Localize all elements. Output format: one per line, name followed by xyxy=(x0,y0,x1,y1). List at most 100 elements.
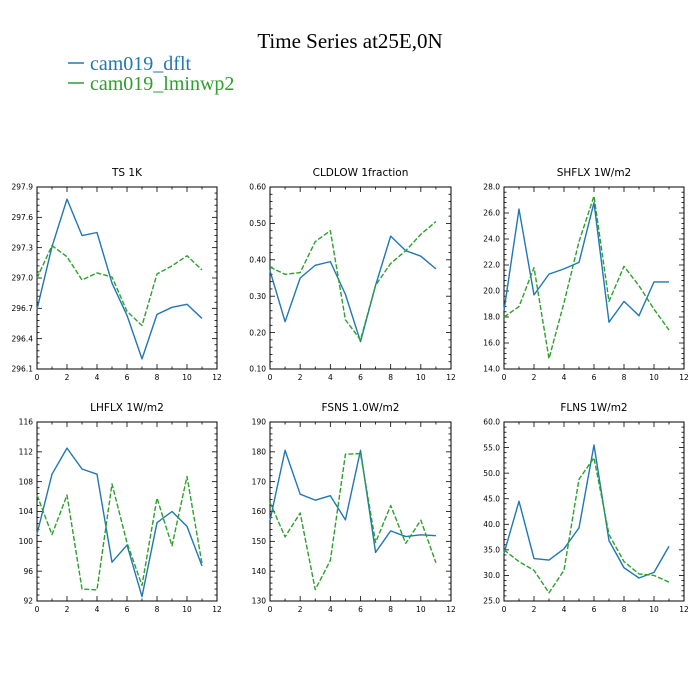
y-tick-label: 0.40 xyxy=(249,256,266,265)
panel-fsns: FSNS 1.0W/m2 0 2 4 6 8 10 12 130 140 150 160 170 180 1… xyxy=(252,402,456,614)
y-tick-label: 92 xyxy=(23,597,33,606)
series-line-lhflx-cam019_dflt xyxy=(36,447,203,598)
x-tick-label: 4 xyxy=(95,605,100,614)
y-tick-label: 24.0 xyxy=(483,235,500,244)
y-tick-label: 297.9 xyxy=(12,183,34,192)
x-tick-label: 2 xyxy=(298,373,303,382)
y-tick-label: 104 xyxy=(19,507,34,516)
figure-title: Time Series at25E,0N xyxy=(257,29,442,53)
panel-ts: TS 1K 0 2 4 6 8 10 12 296.1 296.4 296.7 297.0 297.3 2… xyxy=(12,167,222,382)
series-line-lhflx-cam019_lminwp2 xyxy=(36,475,203,591)
plot-frame-ts xyxy=(36,186,218,370)
panel-lhflx: LHFLX 1W/m2 0 2 4 6 8 10 12 92 96 100 104 108 112 116 xyxy=(19,402,222,614)
x-tick-label: 6 xyxy=(592,373,597,382)
x-tick-label: 2 xyxy=(65,605,70,614)
legend: cam019_dflt cam019_lminwp2 xyxy=(68,53,234,95)
panel-title-cldlow: CLDLOW 1fraction xyxy=(313,167,409,179)
x-tick-label: 4 xyxy=(328,605,333,614)
y-tick-label: 35.0 xyxy=(483,546,500,555)
series-line-fsns-cam019_lminwp2 xyxy=(269,452,437,591)
x-tick-label: 12 xyxy=(212,373,222,382)
y-tick-label: 55.0 xyxy=(483,443,500,452)
panel-title-fsns: FSNS 1.0W/m2 xyxy=(322,402,400,414)
x-tick-label: 2 xyxy=(532,373,537,382)
x-tick-label: 8 xyxy=(622,373,627,382)
y-tick-label: 108 xyxy=(19,477,34,486)
y-tick-label: 30.0 xyxy=(483,571,500,580)
x-tick-label: 12 xyxy=(679,605,689,614)
y-tick-label: 100 xyxy=(19,537,34,546)
series-line-ts-cam019_dflt xyxy=(36,198,203,360)
x-tick-label: 12 xyxy=(446,605,456,614)
y-tick-label: 26.0 xyxy=(483,209,500,218)
series-line-shflx-cam019_lminwp2 xyxy=(503,195,670,360)
x-tick-label: 8 xyxy=(622,605,627,614)
x-tick-label: 10 xyxy=(416,605,426,614)
y-tick-label: 0.10 xyxy=(249,365,266,374)
x-tick-label: 4 xyxy=(562,373,567,382)
x-tick-label: 0 xyxy=(35,605,40,614)
plot-frame-lhflx xyxy=(36,421,218,602)
x-tick-label: 0 xyxy=(502,373,507,382)
y-tick-label: 116 xyxy=(19,418,34,427)
x-tick-label: 6 xyxy=(358,605,363,614)
x-tick-label: 2 xyxy=(298,605,303,614)
y-tick-label: 180 xyxy=(252,448,267,457)
x-tick-label: 4 xyxy=(562,605,567,614)
x-tick-label: 12 xyxy=(212,605,222,614)
x-tick-label: 6 xyxy=(125,605,130,614)
series-line-cldlow-cam019_dflt xyxy=(269,235,437,343)
x-tick-label: 12 xyxy=(679,373,689,382)
legend-label-dflt: cam019_dflt xyxy=(90,53,192,75)
y-tick-label: 45.0 xyxy=(483,494,500,503)
x-tick-label: 2 xyxy=(65,373,70,382)
x-tick-label: 2 xyxy=(532,605,537,614)
y-tick-label: 50.0 xyxy=(483,469,500,478)
y-tick-label: 18.0 xyxy=(483,313,500,322)
y-tick-label: 297.0 xyxy=(12,274,34,283)
y-tick-label: 40.0 xyxy=(483,520,500,529)
x-tick-label: 8 xyxy=(388,373,393,382)
panel-title-shflx: SHFLX 1W/m2 xyxy=(557,167,632,179)
y-tick-label: 170 xyxy=(252,477,267,486)
x-tick-label: 12 xyxy=(446,373,456,382)
y-tick-label: 112 xyxy=(19,448,34,457)
x-tick-label: 10 xyxy=(182,605,192,614)
y-tick-label: 160 xyxy=(252,507,267,516)
x-tick-label: 6 xyxy=(592,605,597,614)
series-line-flns-cam019_lminwp2 xyxy=(503,457,670,594)
x-tick-label: 8 xyxy=(155,605,160,614)
y-tick-label: 28.0 xyxy=(483,183,500,192)
y-tick-label: 0.20 xyxy=(249,328,266,337)
x-tick-label: 4 xyxy=(328,373,333,382)
y-tick-label: 0.60 xyxy=(249,183,266,192)
y-tick-label: 296.7 xyxy=(12,304,34,313)
y-tick-label: 14.0 xyxy=(483,365,500,374)
y-tick-label: 20.0 xyxy=(483,287,500,296)
panel-title-ts: TS 1K xyxy=(111,167,143,179)
y-tick-label: 25.0 xyxy=(483,597,500,606)
panel-cldlow: CLDLOW 1fraction 0 2 4 6 8 10 12 0.10 0.20 0.30 0.4… xyxy=(249,167,456,382)
y-tick-label: 297.3 xyxy=(12,243,34,252)
y-tick-label: 296.4 xyxy=(12,334,34,343)
series-line-shflx-cam019_dflt xyxy=(503,201,669,323)
x-tick-label: 8 xyxy=(155,373,160,382)
y-tick-label: 0.50 xyxy=(249,219,266,228)
x-tick-label: 0 xyxy=(502,605,507,614)
y-tick-label: 22.0 xyxy=(483,261,500,270)
series-line-ts-cam019_lminwp2 xyxy=(36,244,203,327)
series-line-fsns-cam019_dflt xyxy=(269,449,436,554)
panels: TS 1K 0 2 4 6 8 10 12 296.1 296.4 296.7 297.0 297.3 2… xyxy=(12,167,689,614)
y-tick-label: 96 xyxy=(23,567,33,576)
series-line-cldlow-cam019_lminwp2 xyxy=(269,221,437,341)
x-tick-label: 0 xyxy=(268,373,273,382)
legend-label-lminwp2: cam019_lminwp2 xyxy=(90,73,234,95)
x-tick-label: 0 xyxy=(268,605,273,614)
series-line-flns-cam019_dflt xyxy=(503,444,670,579)
y-tick-label: 0.30 xyxy=(249,292,266,301)
plot-frame-fsns xyxy=(269,421,452,602)
x-tick-label: 4 xyxy=(95,373,100,382)
panel-flns: FLNS 1W/m2 0 2 4 6 8 10 12 25.0 30.0 35.0 40.0 45.0 5… xyxy=(483,402,689,614)
panel-title-flns: FLNS 1W/m2 xyxy=(560,402,627,414)
